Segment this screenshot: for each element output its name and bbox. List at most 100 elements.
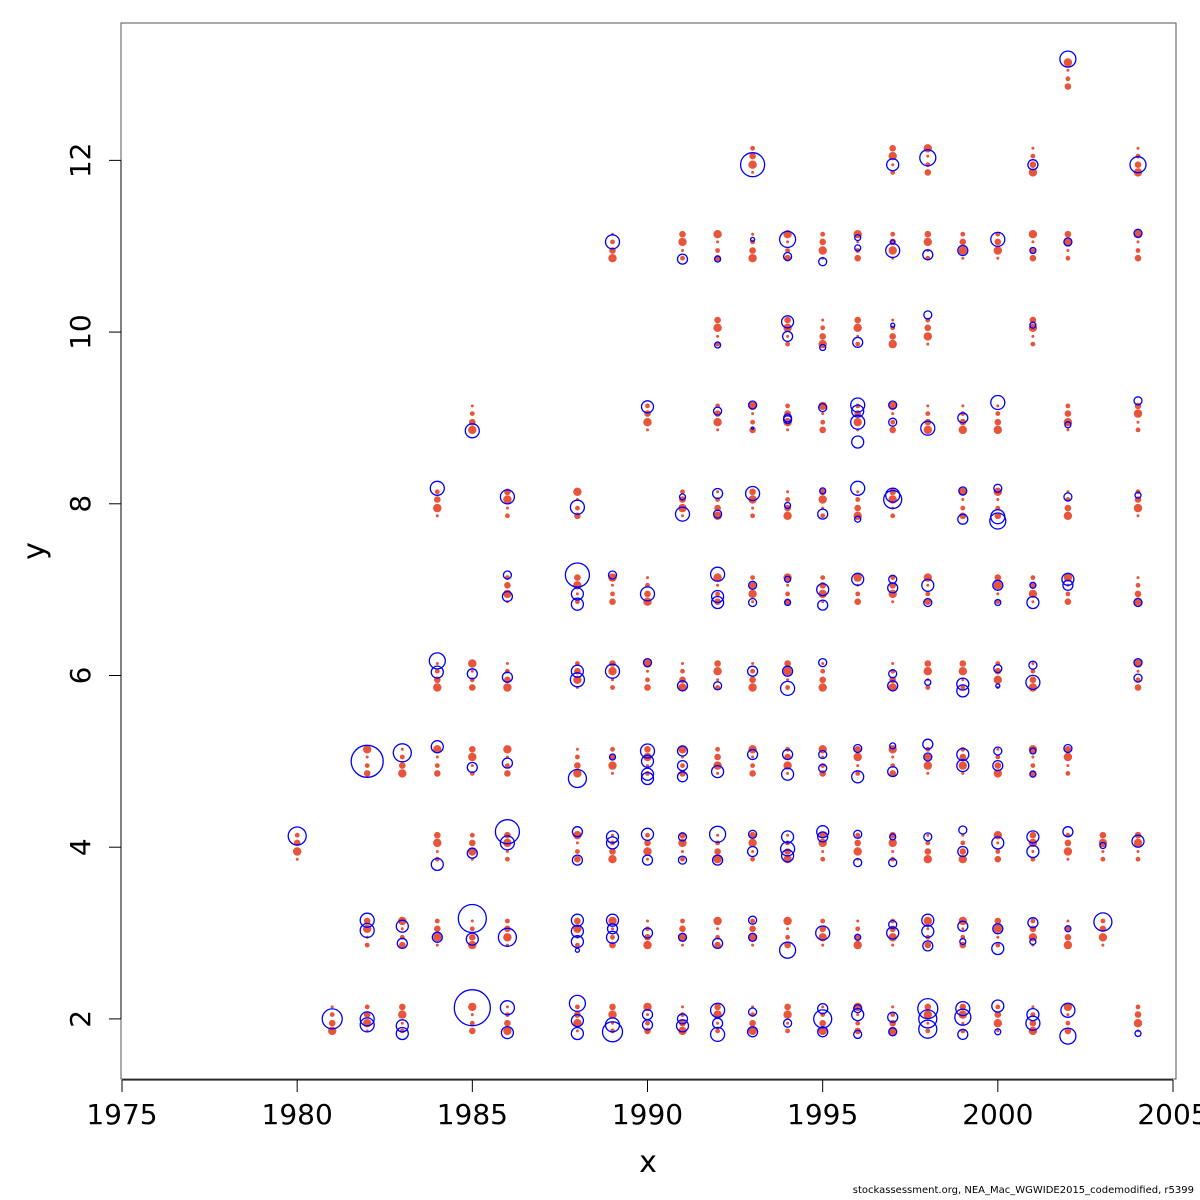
predicted-point [503, 933, 512, 942]
observed-point [781, 330, 794, 343]
predicted-point [609, 753, 616, 761]
predicted-point [1136, 669, 1140, 673]
observed-point [499, 835, 516, 851]
observed-point [1131, 834, 1145, 848]
observed-point [850, 397, 866, 413]
observed-point [778, 941, 797, 959]
observed-point [818, 749, 828, 760]
predicted-point [818, 589, 827, 599]
predicted-point [784, 1003, 791, 1011]
predicted-point [363, 1011, 371, 1018]
predicted-point [678, 503, 687, 513]
predicted-point [888, 151, 897, 161]
predicted-point [855, 771, 861, 776]
predicted-point [856, 919, 860, 923]
predicted-point [925, 411, 931, 416]
predicted-point [785, 685, 790, 690]
observed-point [957, 845, 969, 858]
observed-point [1060, 1002, 1076, 1018]
observed-point [918, 1019, 938, 1039]
predicted-point [925, 685, 931, 690]
predicted-point [924, 169, 932, 176]
predicted-point [996, 256, 1000, 260]
predicted-point [786, 833, 790, 837]
observed-point [395, 1026, 409, 1041]
predicted-point [1135, 856, 1141, 862]
predicted-point [786, 240, 790, 244]
observed-point [818, 657, 828, 668]
predicted-point [1028, 230, 1038, 239]
predicted-point [818, 246, 827, 255]
observed-point [781, 748, 794, 761]
predicted-point [855, 341, 861, 347]
observed-point [993, 483, 1003, 493]
x-tick-label: 2000 [962, 1098, 1033, 1131]
observed-point [992, 579, 1004, 591]
predicted-point [716, 927, 720, 931]
predicted-point [400, 747, 404, 751]
observed-point [640, 400, 655, 414]
observed-point [922, 249, 934, 261]
predicted-point [608, 916, 617, 926]
observed-point [918, 1009, 938, 1029]
predicted-point [1135, 248, 1141, 253]
observed-point [955, 1000, 971, 1017]
observed-point [885, 487, 901, 503]
predicted-point [854, 598, 861, 605]
predicted-point [469, 839, 476, 847]
observed-point [466, 847, 478, 859]
predicted-point [611, 583, 614, 587]
predicted-point [961, 404, 965, 408]
observed-point [818, 402, 828, 413]
observed-point [499, 489, 516, 505]
predicted-point [786, 1021, 790, 1025]
predicted-point [960, 840, 966, 846]
observed-point [956, 758, 970, 773]
predicted-point [470, 1013, 474, 1017]
observed-point [782, 251, 793, 262]
predicted-point [889, 770, 896, 777]
predicted-point [1065, 403, 1071, 409]
predicted-point [958, 1010, 967, 1019]
observed-point [429, 480, 445, 496]
predicted-point [678, 237, 687, 247]
observed-point [1029, 246, 1037, 255]
observed-point [430, 665, 444, 679]
predicted-point [959, 848, 967, 855]
predicted-point [505, 918, 510, 924]
predicted-point [609, 1003, 616, 1011]
observed-point [500, 1025, 515, 1040]
predicted-point [678, 1026, 687, 1036]
predicted-point [959, 753, 967, 761]
predicted-point [469, 934, 476, 941]
predicted-point [1134, 1011, 1142, 1018]
predicted-point [1031, 755, 1035, 759]
predicted-point [821, 600, 825, 604]
observed-point [889, 742, 897, 750]
observed-point [464, 423, 480, 439]
predicted-point [751, 170, 755, 174]
predicted-point [609, 660, 616, 667]
predicted-point [820, 856, 826, 862]
predicted-point [889, 333, 896, 340]
predicted-point [959, 660, 967, 667]
observed-point [783, 598, 792, 607]
chart-marks [287, 50, 1147, 1045]
predicted-point [434, 925, 441, 933]
predicted-point [958, 761, 967, 770]
predicted-point [786, 334, 790, 338]
predicted-point [818, 495, 827, 504]
predicted-point [400, 1021, 404, 1025]
observed-point [779, 841, 796, 857]
predicted-point [1135, 427, 1141, 433]
predicted-point [363, 770, 371, 777]
x-tick-label: 1975 [86, 1098, 157, 1131]
observed-point [888, 669, 898, 679]
predicted-point [993, 581, 1002, 590]
predicted-point [853, 752, 862, 762]
y-axis: 2 4 6 8 10 12 [64, 143, 122, 1028]
predicted-point [923, 144, 932, 153]
observed-point [567, 768, 588, 789]
predicted-point [993, 1019, 1002, 1028]
predicted-point [749, 582, 756, 589]
